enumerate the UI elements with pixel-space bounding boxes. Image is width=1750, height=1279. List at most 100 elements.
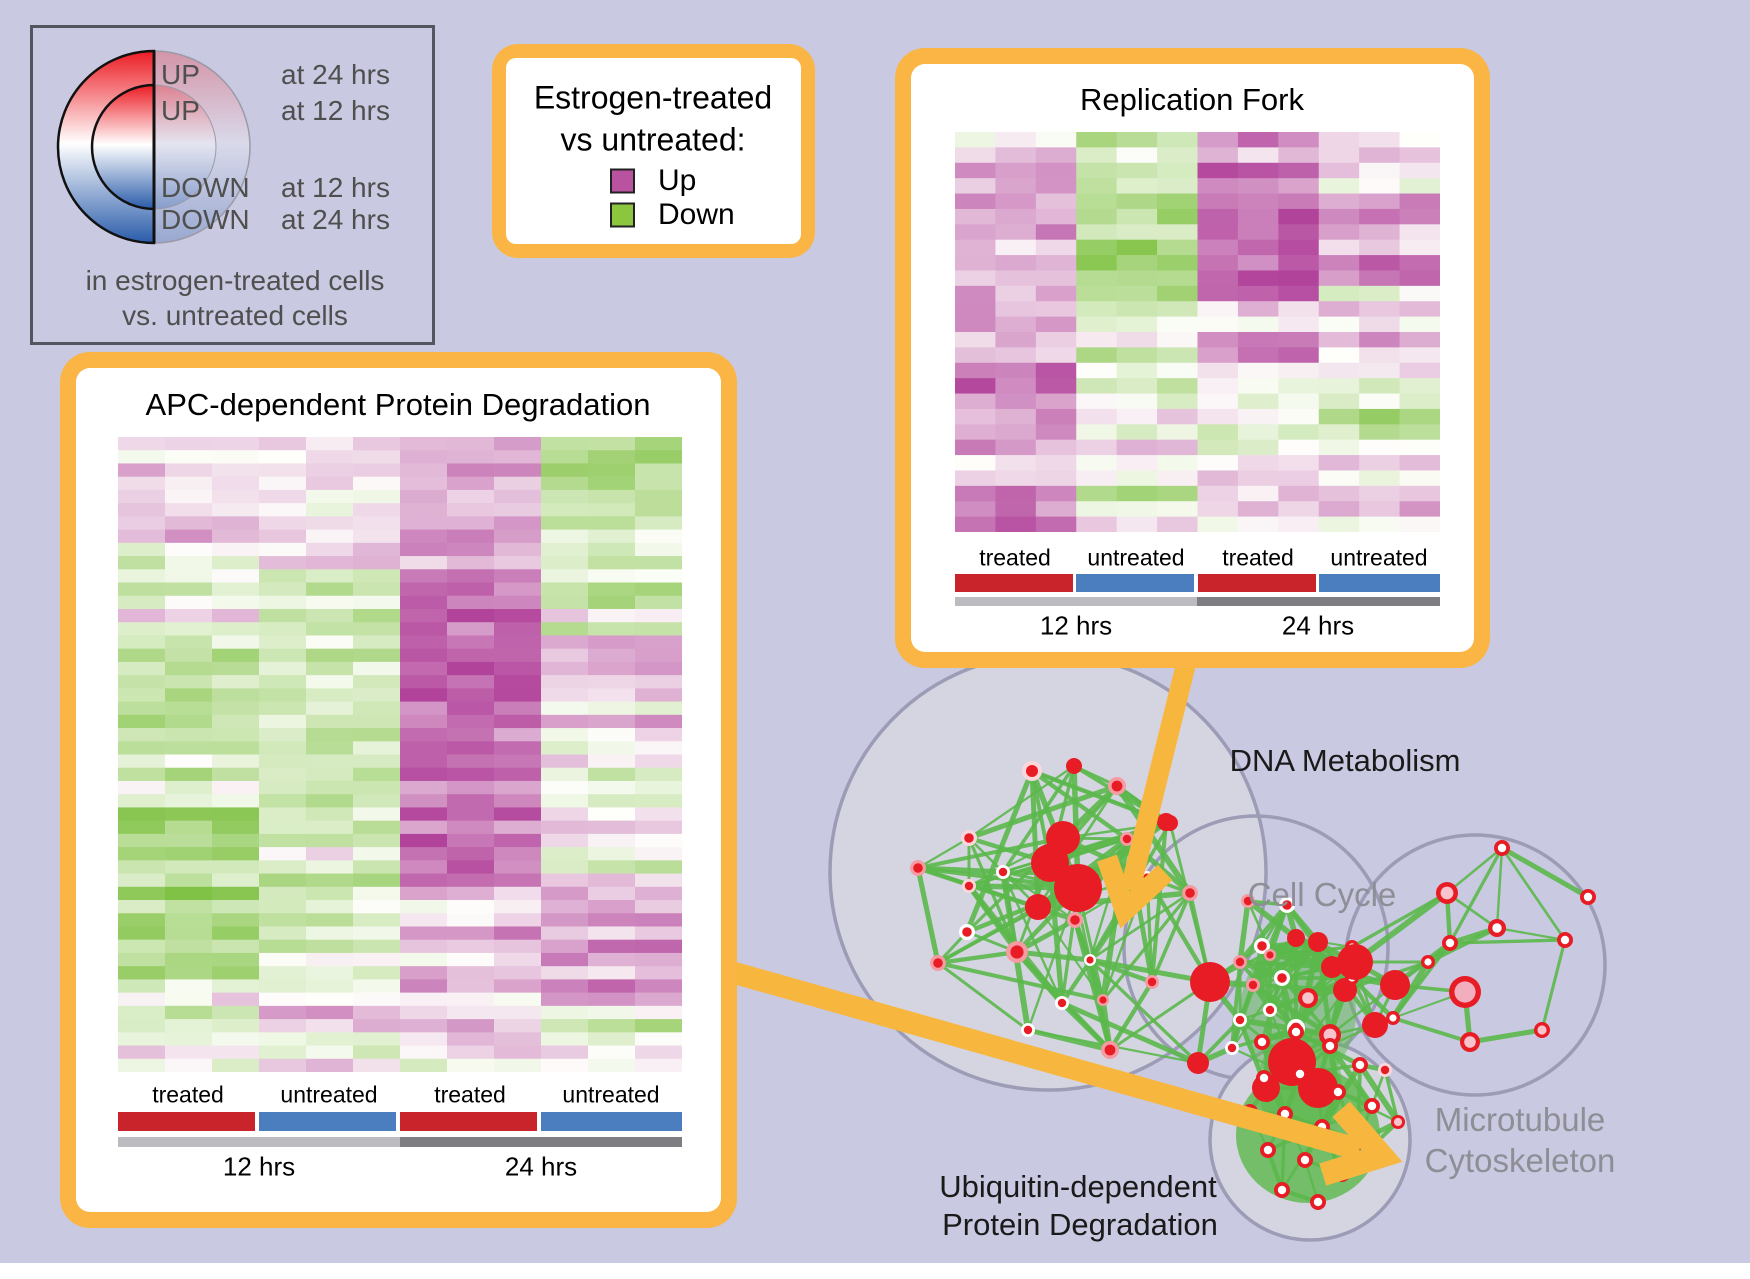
heatmap-cell <box>541 450 589 464</box>
heatmap-cell <box>494 728 542 742</box>
heatmap-cell <box>995 162 1037 179</box>
heatmap-cell <box>1237 255 1279 271</box>
network-edge <box>1150 892 1192 983</box>
heatmap-cell <box>259 952 307 967</box>
heatmap-cell <box>165 1032 213 1047</box>
direction-key-inner: Estrogen-treated vs untreated: Up Down <box>506 58 801 244</box>
heatmap-cell <box>995 439 1037 456</box>
heatmap-cell <box>635 529 682 544</box>
heatmap-cell <box>306 900 354 914</box>
network-node-whitering <box>1023 1025 1033 1035</box>
heatmap-cell <box>1076 485 1118 502</box>
updown-legend-box: UP at 24 hrs UP at 12 hrs DOWN at 12 hrs… <box>30 25 435 345</box>
heatmap-cell <box>1399 162 1440 179</box>
heatmap-cell <box>306 992 354 1007</box>
heatmap-cell <box>165 860 213 875</box>
heatmap-cell <box>635 992 682 1007</box>
heatmap-cell <box>306 595 354 610</box>
heatmap-cell <box>212 463 260 478</box>
heatmap-cell <box>1197 285 1239 302</box>
heatmap-cell <box>400 1058 448 1072</box>
heatmap-cell <box>588 688 636 703</box>
network-edge <box>917 837 970 869</box>
heatmap-cell <box>259 1045 307 1060</box>
network-edge <box>1101 891 1192 1002</box>
heatmap-cell <box>635 886 682 901</box>
heatmap-cell <box>1399 516 1440 532</box>
heatmap-cell <box>541 741 589 755</box>
heatmap-cell <box>165 582 213 597</box>
heatmap-cell <box>541 529 589 544</box>
heatmap-cell <box>541 476 589 491</box>
heatmap-cell <box>541 569 589 584</box>
heatmap-cell <box>400 873 448 888</box>
heatmap-cell <box>165 913 213 927</box>
network-node-whitering <box>1086 956 1094 964</box>
heatmap-cell <box>635 926 682 941</box>
heatmap-cell <box>1197 516 1239 532</box>
heatmap-cell <box>400 688 448 703</box>
heatmap-cell <box>955 501 996 518</box>
heatmap-cell <box>1197 193 1239 210</box>
heatmap-cell <box>1157 255 1198 271</box>
heatmap-cell <box>1399 208 1440 225</box>
heatmap-cell <box>165 754 213 769</box>
heatmap-cell <box>1157 362 1198 379</box>
heatmap-cell <box>400 728 448 742</box>
network-node-donut <box>1497 843 1507 853</box>
heatmap-cell <box>541 648 589 663</box>
heatmap-cell <box>588 463 636 478</box>
heatmap-cell <box>165 661 213 676</box>
heatmap-cell <box>1278 362 1320 379</box>
heatmap-cell <box>635 913 682 927</box>
heatmap-cell <box>635 979 682 994</box>
heatmap-cell <box>353 661 401 676</box>
heatmap-cell <box>118 569 166 584</box>
heatmap-cell <box>1157 193 1198 210</box>
heatmap-cell <box>588 913 636 927</box>
heatmap-cell <box>955 132 996 148</box>
heatmap-cell <box>259 939 307 954</box>
heatmap-cell <box>1116 393 1158 410</box>
heatmap-cell <box>494 1058 542 1072</box>
heatmap-cell <box>995 285 1037 302</box>
heatmap-cell <box>118 714 166 729</box>
heatmap-cell <box>541 833 589 848</box>
heatmap-cell <box>353 952 401 967</box>
heatmap-cell <box>1035 455 1077 471</box>
heatmap-cell <box>588 807 636 822</box>
heatmap-cell <box>259 873 307 888</box>
heatmap-cell <box>447 542 495 557</box>
network-node-donut <box>1424 958 1432 966</box>
heatmap-cell <box>541 516 589 531</box>
heatmap-cell <box>118 542 166 557</box>
heatmap-cell <box>494 450 542 464</box>
heatmap-cell <box>635 463 682 478</box>
heatmap-cell <box>541 675 589 689</box>
heatmap-cell <box>1197 301 1239 318</box>
heatmap-cell <box>165 476 213 491</box>
apc-group-label: untreated <box>280 1081 378 1108</box>
heatmap-cell <box>212 754 260 769</box>
heatmap-cell <box>400 741 448 755</box>
heatmap-cell <box>635 476 682 491</box>
heatmap-cell <box>1237 285 1279 302</box>
heatmap-cell <box>259 608 307 623</box>
heatmap-cell <box>541 1045 589 1060</box>
heatmap-cell <box>494 992 542 1007</box>
network-edge <box>1026 887 1080 1031</box>
heatmap-cell <box>165 992 213 1007</box>
heatmap-cell <box>400 529 448 544</box>
heatmap-cell <box>1318 393 1360 410</box>
heatmap-cell <box>306 913 354 927</box>
heatmap-cell <box>1359 255 1401 271</box>
heatmap-cell <box>1399 255 1440 271</box>
heatmap-cell <box>1157 316 1198 333</box>
heatmap-cell <box>955 208 996 225</box>
network-node-donut <box>1325 1041 1335 1051</box>
heatmap-cell <box>165 489 213 504</box>
heatmap-cell <box>995 378 1037 395</box>
heatmap-cell <box>353 688 401 703</box>
heatmap-cell <box>955 378 996 395</box>
heatmap-cell <box>212 1045 260 1060</box>
